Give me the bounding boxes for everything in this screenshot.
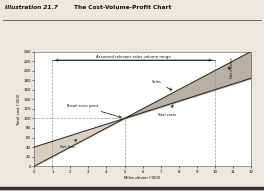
Text: Break-even point: Break-even point	[67, 104, 121, 118]
X-axis label: Miles driven ('000): Miles driven ('000)	[124, 176, 161, 180]
Y-axis label: Total cost ('000): Total cost ('000)	[17, 93, 21, 125]
Text: The Cost-Volume-Profit Chart: The Cost-Volume-Profit Chart	[74, 5, 171, 10]
Text: Assumed relevant sales volume range: Assumed relevant sales volume range	[96, 55, 171, 59]
Text: Net loss: Net loss	[60, 140, 77, 149]
Text: Sales: Sales	[152, 80, 172, 90]
Text: Total costs: Total costs	[157, 105, 176, 117]
Text: Illustration 21.7: Illustration 21.7	[5, 5, 58, 10]
Text: Net income: Net income	[230, 57, 234, 78]
